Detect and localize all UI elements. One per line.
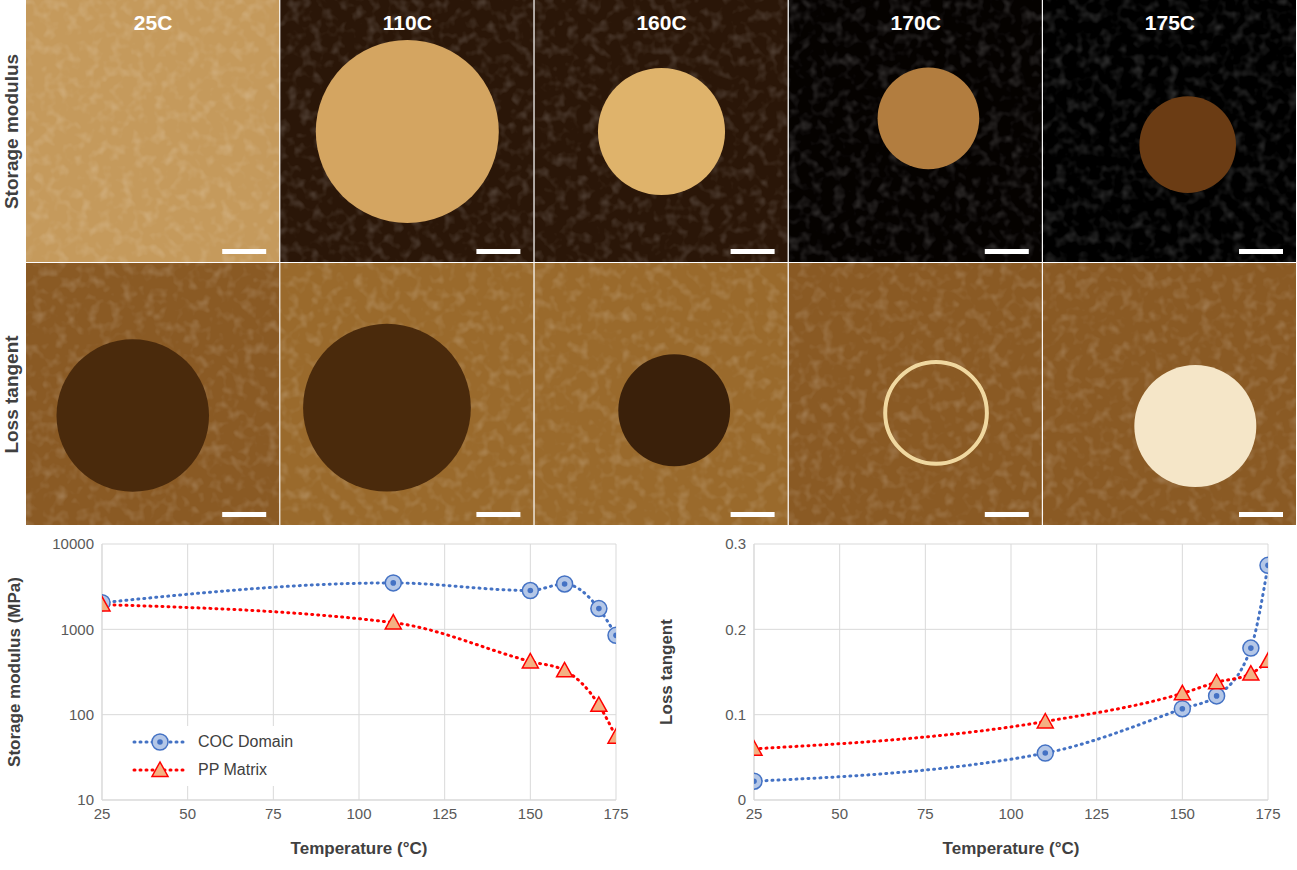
svg-text:125: 125 (1084, 805, 1109, 822)
svg-text:0: 0 (738, 791, 746, 808)
svg-text:100: 100 (346, 805, 371, 822)
svg-text:150: 150 (518, 805, 543, 822)
html-text:COC Domain: COC Domain (198, 733, 294, 750)
svg-text:110C: 110C (383, 11, 432, 34)
svg-text:75: 75 (265, 805, 282, 822)
svg-text:50: 50 (831, 805, 848, 822)
svg-text:0.1: 0.1 (725, 706, 746, 723)
svg-text:25: 25 (94, 805, 111, 822)
svg-text:Temperature (°C): Temperature (°C) (943, 839, 1080, 858)
svg-text:75: 75 (917, 805, 934, 822)
svg-text:0.3: 0.3 (725, 535, 746, 552)
svg-text:125: 125 (432, 805, 457, 822)
svg-text:10: 10 (77, 791, 94, 808)
svg-text:170C: 170C (891, 11, 941, 34)
svg-text:25C: 25C (134, 11, 173, 34)
svg-text:175: 175 (603, 805, 628, 822)
svg-text:Loss tangent: Loss tangent (1, 335, 22, 454)
svg-text:175C: 175C (1145, 11, 1195, 34)
svg-text:1000: 1000 (61, 621, 94, 638)
svg-text:100: 100 (998, 805, 1023, 822)
svg-text:10000: 10000 (52, 535, 94, 552)
svg-text:0.2: 0.2 (725, 621, 746, 638)
svg-text:Storage modulus (MPa): Storage modulus (MPa) (5, 577, 24, 767)
svg-text:Temperature (°C): Temperature (°C) (291, 839, 428, 858)
svg-text:175: 175 (1255, 805, 1280, 822)
svg-text:Storage modulus: Storage modulus (1, 54, 22, 209)
svg-text:100: 100 (69, 706, 94, 723)
svg-text:160C: 160C (636, 11, 686, 34)
svg-text:Loss tangent: Loss tangent (657, 619, 676, 725)
html-text:PP Matrix: PP Matrix (198, 761, 268, 778)
svg-text:25: 25 (746, 805, 763, 822)
svg-text:50: 50 (179, 805, 196, 822)
svg-text:150: 150 (1170, 805, 1195, 822)
